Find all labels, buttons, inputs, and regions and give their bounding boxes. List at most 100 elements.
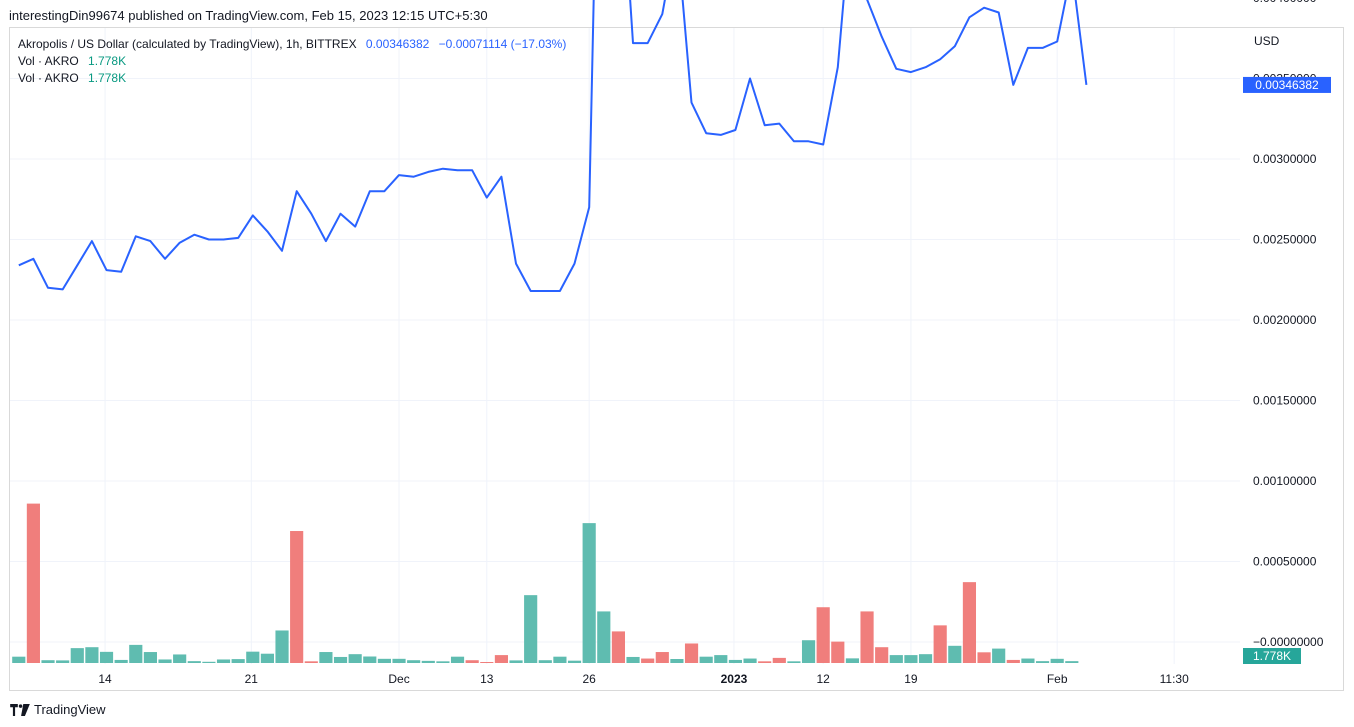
x-tick-label: Feb [1047, 672, 1068, 686]
volume-bar[interactable] [553, 656, 567, 663]
volume-bar[interactable] [904, 655, 918, 663]
legend-vol-label: Vol · AKRO [18, 71, 79, 85]
volume-bar[interactable] [99, 651, 114, 663]
volume-bar[interactable] [845, 658, 860, 663]
volume-bar[interactable] [1035, 661, 1050, 663]
x-tick-label: 13 [480, 672, 494, 686]
volume-bar[interactable] [582, 523, 596, 663]
volume-bar[interactable] [480, 662, 494, 663]
legend-last-price: 0.00346382 [365, 37, 430, 51]
volume-bar[interactable] [363, 656, 377, 663]
price-axis-label: USD [1254, 34, 1280, 48]
volume-bar[interactable] [465, 660, 479, 663]
volume-bar[interactable] [787, 661, 801, 663]
volume-bar[interactable] [1050, 658, 1064, 663]
chart-legend: Akropolis / US Dollar (calculated by Tra… [18, 36, 566, 87]
volume-bar[interactable] [56, 660, 70, 663]
volume-bar[interactable] [641, 658, 655, 663]
volume-bar[interactable] [714, 655, 728, 663]
volume-bar[interactable] [173, 654, 187, 663]
volume-bar[interactable] [436, 661, 450, 663]
volume-bar[interactable] [12, 656, 26, 663]
volume-bar[interactable] [1065, 661, 1079, 663]
x-tick-label: 11:30 [1160, 672, 1189, 686]
volume-bar[interactable] [831, 641, 845, 663]
volume-bar[interactable] [860, 611, 874, 663]
legend-symbol-row[interactable]: Akropolis / US Dollar (calculated by Tra… [18, 36, 566, 53]
price-series-line[interactable] [18, 0, 1088, 292]
volume-bar[interactable] [524, 595, 538, 663]
volume-bar[interactable] [260, 653, 274, 663]
legend-vol-label: Vol · AKRO [18, 54, 79, 68]
current-price-badge [1243, 76, 1331, 93]
volume-bar[interactable] [348, 654, 362, 663]
volume-bar[interactable] [70, 648, 84, 663]
price-tick-label: 0.00400000 [1253, 0, 1317, 5]
volume-bar[interactable] [626, 656, 640, 663]
volume-bar[interactable] [377, 658, 391, 663]
volume-bar[interactable] [216, 659, 231, 663]
legend-change: −0.00071114 (−17.03%) [438, 37, 567, 51]
volume-bar[interactable] [728, 659, 743, 663]
price-tick-label: 0.00050000 [1253, 555, 1317, 569]
volume-bar[interactable] [26, 503, 40, 663]
volume-bar[interactable] [129, 644, 143, 663]
volume-bar[interactable] [743, 658, 757, 663]
volume-bar[interactable] [948, 645, 962, 663]
volume-bar[interactable] [1021, 658, 1035, 663]
volume-bar[interactable] [494, 655, 508, 663]
volume-bar[interactable] [304, 661, 318, 663]
volume-bar[interactable] [392, 658, 406, 663]
legend-volume-row-1[interactable]: Vol · AKRO 1.778K [18, 53, 566, 70]
legend-vol-value: 1.778K [88, 71, 127, 85]
volume-bar[interactable] [421, 660, 435, 663]
volume-bar[interactable] [772, 657, 786, 663]
volume-bar[interactable] [202, 661, 216, 663]
volume-bar[interactable] [670, 659, 684, 663]
legend-volume-row-2[interactable]: Vol · AKRO 1.778K [18, 70, 566, 87]
volume-bar[interactable] [875, 647, 889, 663]
volume-bar[interactable] [962, 582, 977, 663]
volume-bar[interactable] [275, 630, 289, 663]
volume-bar[interactable] [187, 661, 201, 663]
volume-bar[interactable] [509, 660, 523, 663]
volume-bar[interactable] [918, 654, 933, 663]
volume-bar[interactable] [699, 656, 713, 663]
volume-bar[interactable] [758, 661, 772, 663]
volume-bar[interactable] [816, 607, 830, 663]
volume-bar[interactable] [246, 651, 260, 663]
volume-bar[interactable] [889, 655, 903, 663]
volume-bar[interactable] [1006, 659, 1020, 663]
volume-bar[interactable] [567, 660, 582, 663]
volume-bar[interactable] [158, 659, 172, 663]
volume-bar[interactable] [450, 656, 465, 663]
volume-bar[interactable] [290, 531, 304, 663]
volume-bar[interactable] [85, 647, 99, 663]
volume-bar[interactable] [801, 640, 816, 663]
x-tick-label: 26 [582, 672, 596, 686]
volume-bar[interactable] [977, 652, 991, 663]
publish-caption: interestingDin99674 published on Trading… [9, 8, 488, 23]
chart-frame[interactable] [9, 27, 1344, 691]
volume-bar[interactable] [231, 659, 245, 663]
volume-bar[interactable] [933, 625, 947, 663]
volume-bar[interactable] [41, 660, 55, 663]
price-tick-label: 0.00300000 [1253, 152, 1317, 166]
price-tick-label: 0.00100000 [1253, 474, 1317, 488]
volume-bar[interactable] [655, 652, 669, 663]
footer-brand[interactable]: TradingView [10, 702, 106, 717]
x-tick-label: 19 [904, 672, 918, 686]
volume-bar[interactable] [611, 631, 625, 663]
x-tick-label: 14 [98, 672, 112, 686]
volume-bar[interactable] [114, 659, 128, 663]
volume-bar[interactable] [407, 660, 421, 663]
volume-bar[interactable] [538, 660, 552, 663]
volume-bar[interactable] [684, 643, 699, 663]
volume-bar[interactable] [992, 648, 1006, 663]
volume-bar[interactable] [143, 652, 157, 663]
current-volume-label: 1.778K [1253, 649, 1291, 663]
volume-bar[interactable] [597, 611, 611, 663]
volume-bar[interactable] [319, 652, 333, 663]
volume-bar[interactable] [333, 656, 348, 663]
